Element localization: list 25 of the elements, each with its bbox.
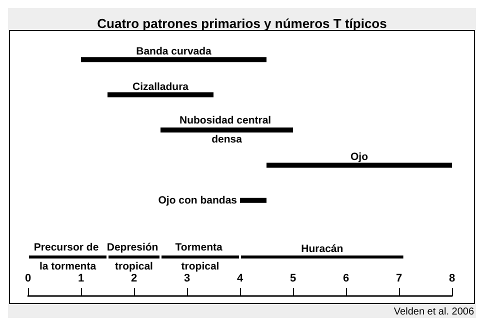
bar (240, 198, 266, 203)
data-label: Tormenta tropical (175, 242, 226, 272)
bar (266, 162, 452, 168)
x-tick-label: 8 (448, 272, 456, 284)
data-label: Ojo (350, 151, 368, 164)
data-label: Cizalladura (132, 80, 189, 93)
x-tick-label: 3 (184, 272, 190, 284)
x-tick-label: 4 (236, 272, 244, 284)
data-label: Depresión tropical (106, 242, 162, 272)
bar (160, 128, 293, 132)
x-tick-label: 0 (24, 272, 32, 284)
chart-title: Cuatro patrones primarios y números T típicos (97, 16, 387, 31)
text: Velden et al. 2006 (394, 306, 474, 318)
data-label: Ojo con bandas (158, 194, 238, 206)
data-label: Precursor de la tormenta (34, 242, 102, 272)
x-tick-label: 5 (290, 272, 296, 284)
x-tick-label: 7 (396, 272, 402, 284)
data-label: Banda curvada (136, 46, 212, 58)
bar (81, 57, 266, 62)
x-tick-label: 6 (342, 272, 350, 284)
data-label: Huracán (301, 243, 344, 255)
x-tick-label: 1 (78, 272, 84, 284)
x-tick-label: 2 (130, 272, 138, 284)
data-label: Nubosidad central densa (179, 114, 274, 146)
bar (108, 92, 214, 98)
